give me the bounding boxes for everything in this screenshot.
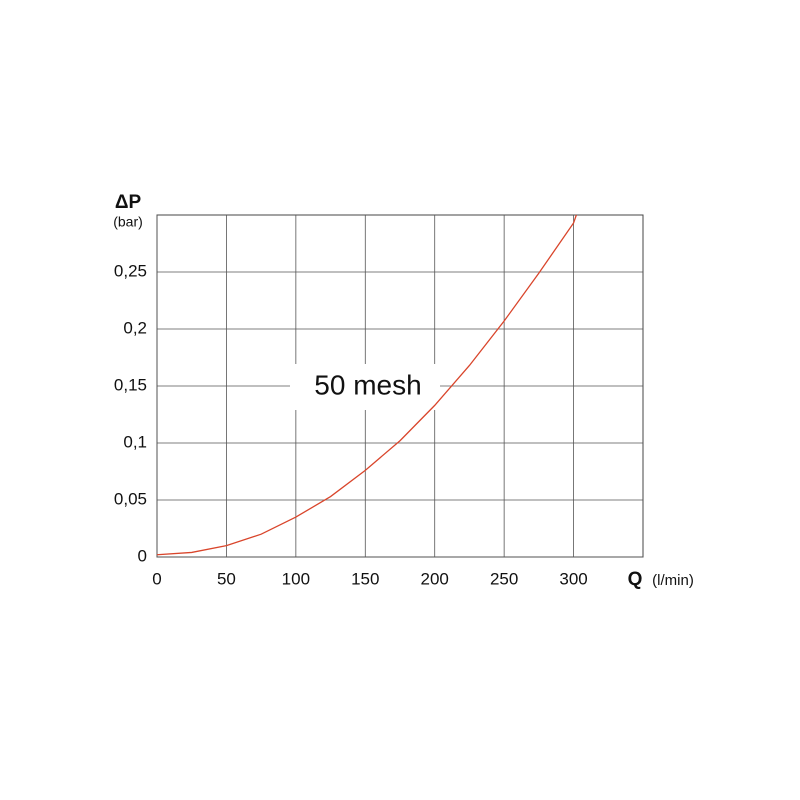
x-tick-label: 0 <box>152 569 161 588</box>
x-tick-label: 200 <box>421 569 449 588</box>
x-label: Q <box>628 569 643 590</box>
y-tick-label: 0,15 <box>114 375 147 394</box>
annotation-background <box>290 364 440 410</box>
y-tick-label: 0,25 <box>114 261 147 280</box>
annotation: 50 mesh <box>314 369 421 400</box>
y-label: ΔP <box>115 192 142 213</box>
x-tick-label: 300 <box>559 569 587 588</box>
data-line <box>156 214 577 556</box>
y-tick-label: 0,05 <box>114 489 147 508</box>
x-tick-label: 150 <box>351 569 379 588</box>
y-tick-label: 0,2 <box>123 318 147 337</box>
x-tick-label: 100 <box>282 569 310 588</box>
x-tick-label: 50 <box>217 569 236 588</box>
x-tick-label: 250 <box>490 569 518 588</box>
y-tick-label: 0 <box>138 546 147 565</box>
y-tick-label: 0,1 <box>123 432 147 451</box>
x-unit: (l/min) <box>652 572 694 589</box>
y-unit: (bar) <box>113 214 143 230</box>
